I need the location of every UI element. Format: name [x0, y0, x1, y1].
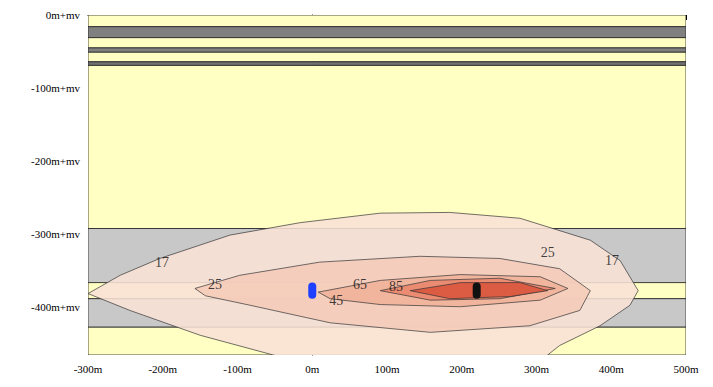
svg-text:85: 85 — [389, 279, 403, 294]
svg-text:-200m: -200m — [148, 363, 177, 375]
svg-text:25: 25 — [208, 277, 222, 292]
svg-text:0m+mv: 0m+mv — [46, 9, 81, 21]
svg-text:-300m+mv: -300m+mv — [31, 228, 80, 240]
svg-text:65: 65 — [353, 277, 367, 292]
svg-text:500m: 500m — [673, 363, 699, 375]
svg-text:-300m: -300m — [74, 363, 103, 375]
svg-text:0m: 0m — [305, 363, 320, 375]
svg-text:-100m+mv: -100m+mv — [31, 82, 80, 94]
svg-text:17: 17 — [605, 253, 619, 268]
svg-text:45: 45 — [329, 293, 343, 308]
svg-text:-100m: -100m — [223, 363, 252, 375]
svg-text:300m: 300m — [524, 363, 550, 375]
svg-text:25: 25 — [541, 245, 555, 260]
svg-text:100m: 100m — [374, 363, 400, 375]
svg-text:-400m+mv: -400m+mv — [31, 301, 80, 313]
svg-text:-200m+mv: -200m+mv — [31, 155, 80, 167]
svg-text:200m: 200m — [449, 363, 475, 375]
svg-text:17: 17 — [155, 255, 169, 270]
svg-text:400m: 400m — [599, 363, 625, 375]
